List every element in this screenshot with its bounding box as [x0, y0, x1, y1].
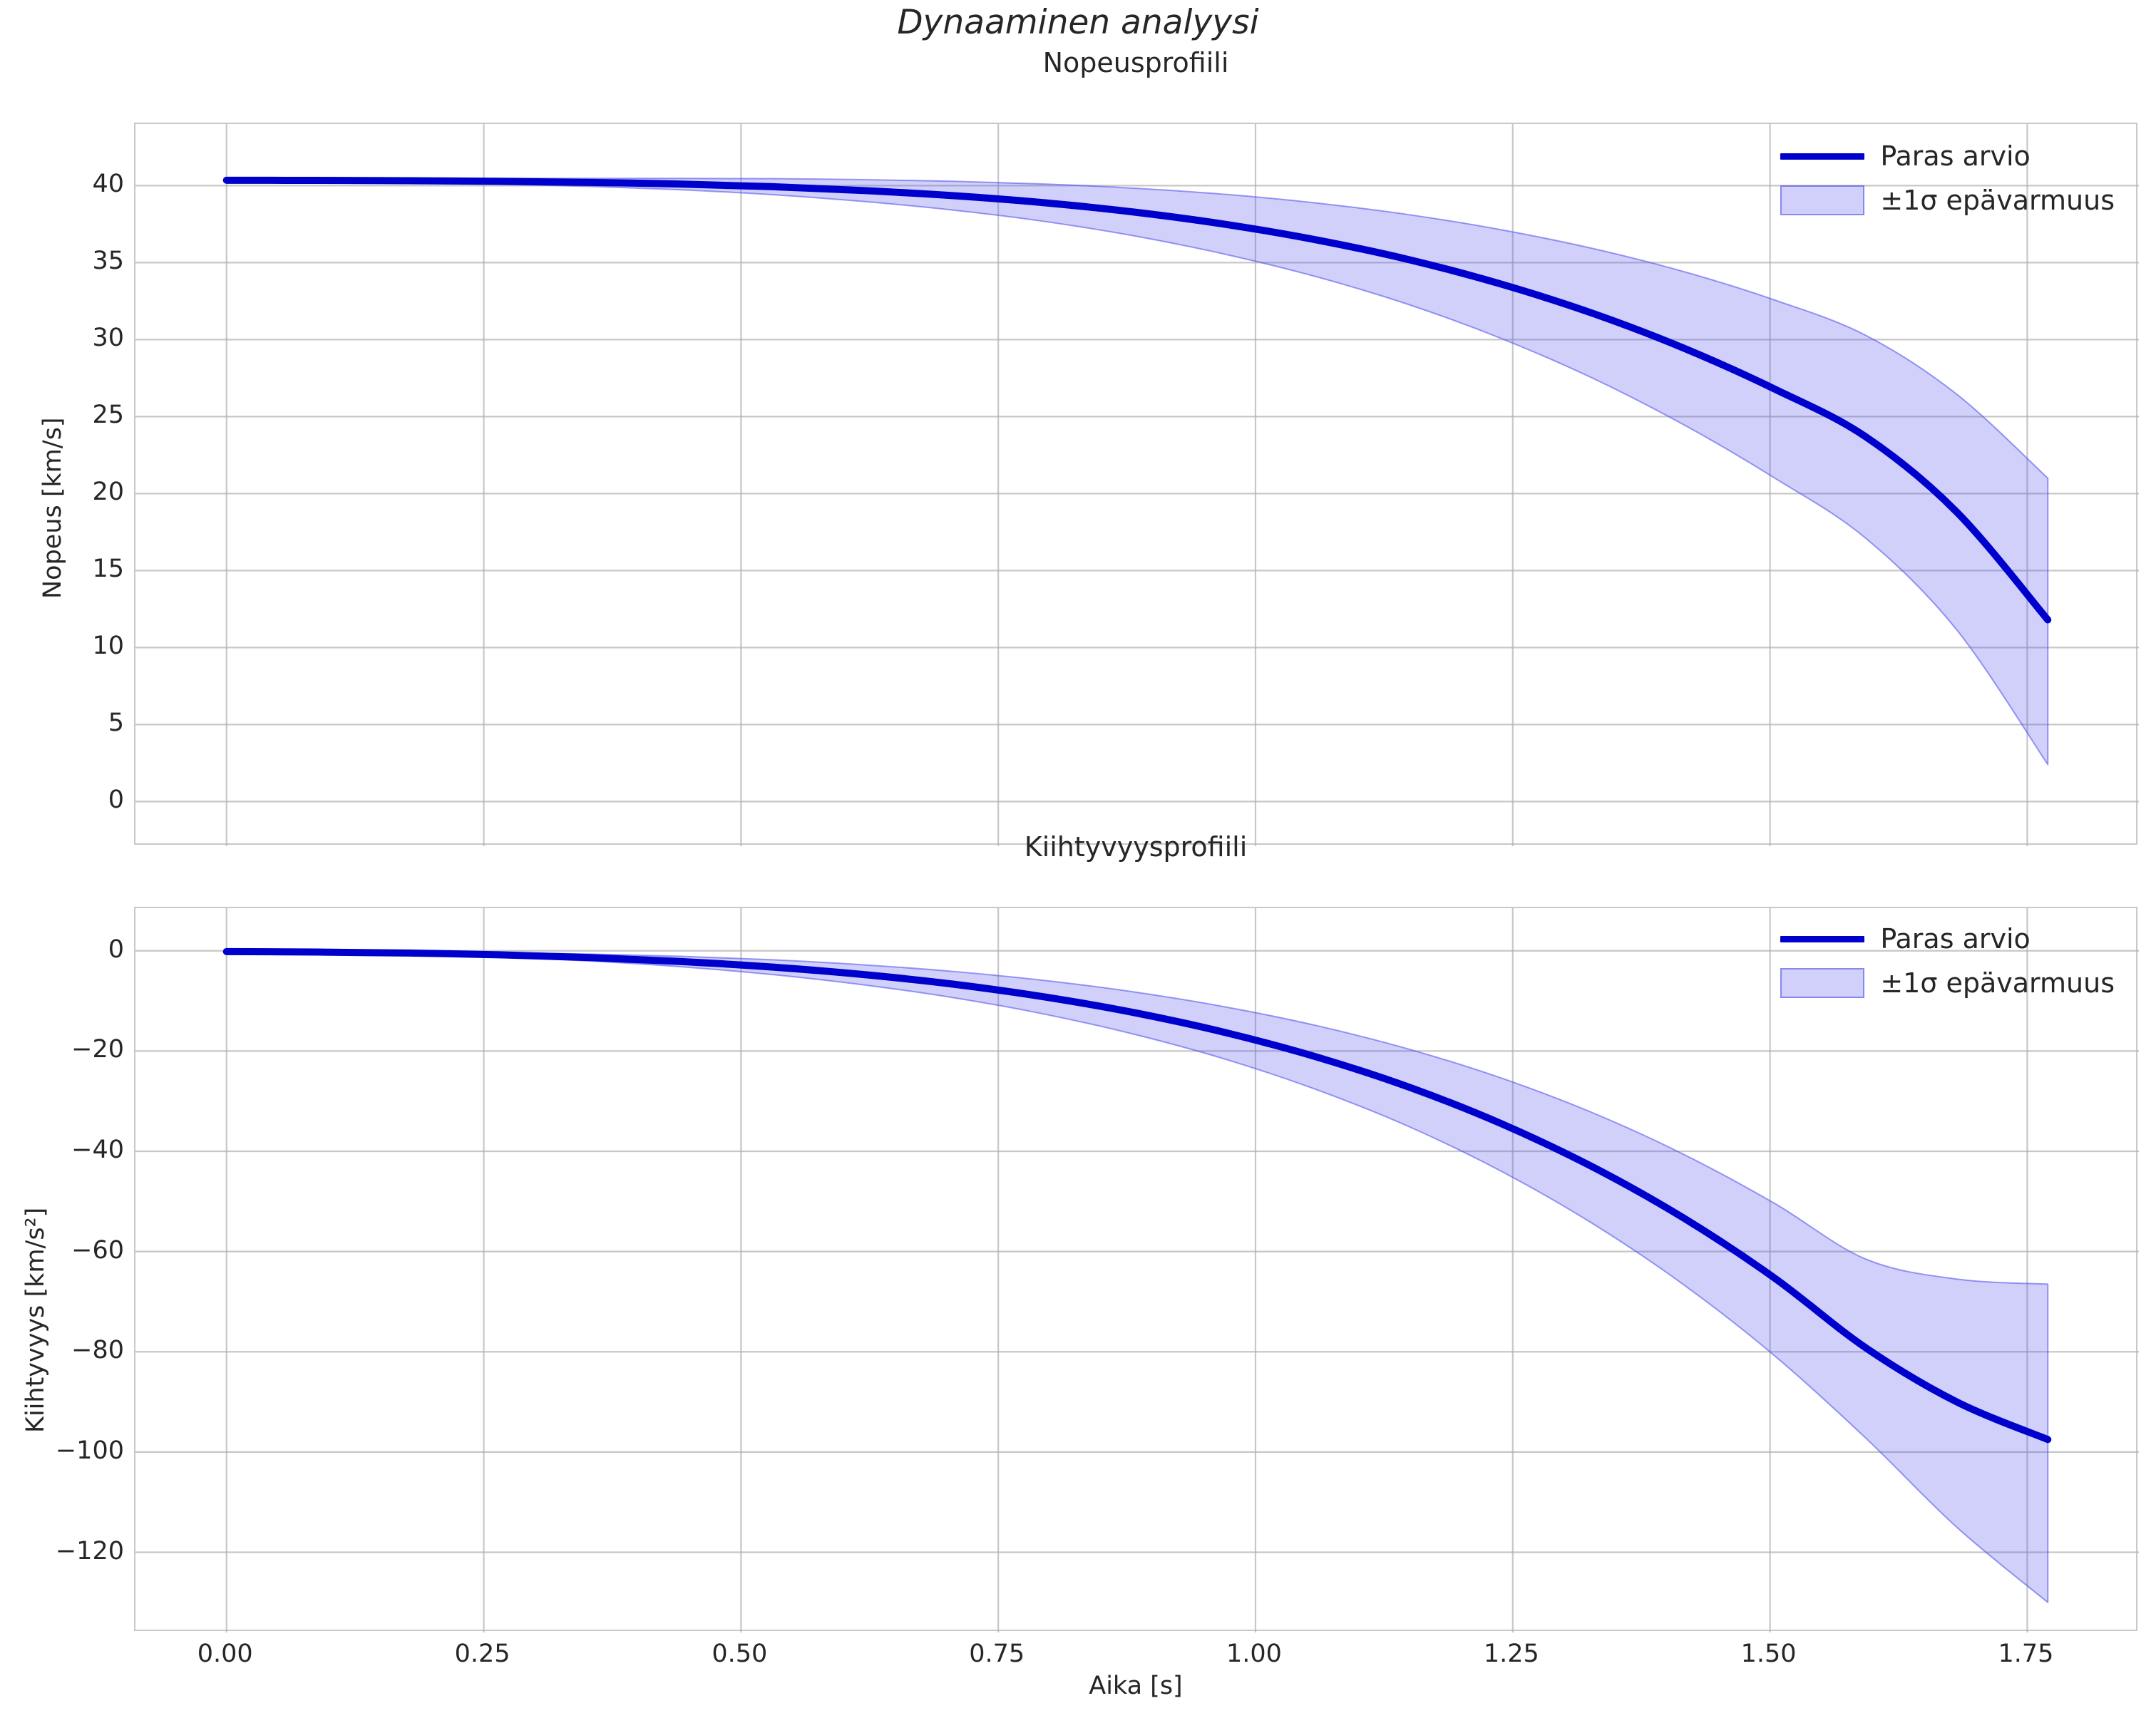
y-tick-label: 0 [108, 935, 124, 964]
legend-band-label: ±1σ epävarmuus [1880, 185, 2115, 216]
velocity-plot-axes: Paras arvio ±1σ epävarmuus [134, 123, 2139, 846]
figure-suptitle: Dynaaminen analyysi [897, 3, 1259, 42]
acceleration-plot-legend: Paras arvio ±1σ epävarmuus [1780, 920, 2115, 999]
x-tick-label: 0.25 [454, 1640, 510, 1668]
x-tick-label: 1.00 [1226, 1640, 1282, 1668]
y-tick-label: −40 [71, 1136, 124, 1164]
legend-line-swatch [1780, 153, 1865, 160]
legend-band-label: ±1σ epävarmuus [1880, 967, 2115, 999]
legend-band-swatch [1780, 968, 1865, 998]
x-axis-label: Aika [s] [1089, 1672, 1183, 1700]
acceleration-y-axis-label: Kiihtyvyys [km/s²] [21, 1207, 50, 1433]
legend-line-swatch [1780, 935, 1865, 942]
y-tick-label: 15 [92, 555, 124, 584]
legend-entry-band: ±1σ epävarmuus [1780, 967, 2115, 999]
legend-line-label: Paras arvio [1880, 923, 2031, 955]
legend-band-swatch [1780, 185, 1865, 215]
acceleration-plot-canvas [135, 908, 2139, 1632]
y-tick-label: −120 [55, 1536, 124, 1565]
x-tick-label: 0.00 [197, 1640, 253, 1668]
velocity-plot-legend: Paras arvio ±1σ epävarmuus [1780, 137, 2115, 217]
x-tick-label: 0.50 [712, 1640, 768, 1668]
legend-entry-line: Paras arvio [1780, 140, 2115, 173]
y-tick-label: −80 [71, 1336, 124, 1365]
velocity-plot-canvas [135, 124, 2139, 846]
y-tick-label: 5 [108, 709, 124, 738]
legend-line-label: Paras arvio [1880, 140, 2031, 172]
y-tick-label: 25 [92, 401, 124, 430]
velocity-y-axis-label: Nopeus [km/s] [38, 417, 67, 599]
y-tick-label: −60 [71, 1235, 124, 1265]
y-tick-label: 0 [108, 786, 124, 815]
subplot-2-title: Kiihtyvyysprofiili [1024, 831, 1248, 863]
y-tick-label: 20 [92, 478, 124, 507]
legend-entry-band: ±1σ epävarmuus [1780, 184, 2115, 217]
x-tick-label: 1.75 [1998, 1640, 2054, 1668]
y-tick-label: 35 [92, 247, 124, 276]
y-tick-label: −100 [55, 1436, 124, 1465]
x-tick-label: 0.75 [969, 1640, 1025, 1668]
y-tick-label: −20 [71, 1035, 124, 1064]
y-tick-label: 30 [92, 324, 124, 353]
x-tick-label: 1.25 [1483, 1640, 1539, 1668]
y-tick-label: 10 [92, 632, 124, 661]
x-tick-label: 1.50 [1740, 1640, 1797, 1668]
legend-entry-line: Paras arvio [1780, 922, 2115, 955]
y-tick-label: 40 [92, 170, 124, 199]
acceleration-plot-axes: Paras arvio ±1σ epävarmuus [134, 907, 2139, 1632]
subplot-1-title: Nopeusprofiili [1042, 47, 1229, 78]
